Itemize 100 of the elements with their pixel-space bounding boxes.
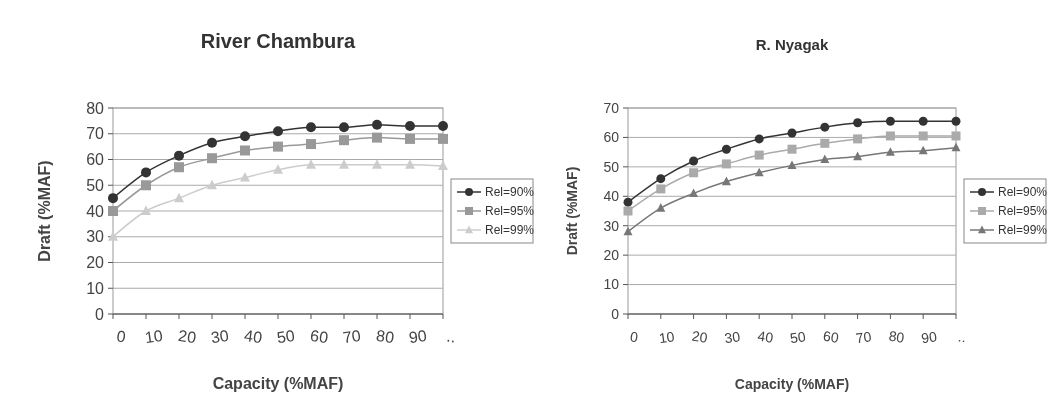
x-tick-label: 50 [789, 328, 807, 347]
x-tick-label: 90 [920, 328, 939, 347]
point [918, 116, 928, 126]
point [372, 119, 382, 130]
point [721, 159, 731, 169]
y-tick-label: 10 [86, 279, 105, 297]
x-tick-label: 20 [690, 327, 709, 346]
y-tick-label: 50 [603, 158, 620, 175]
y-tick-label: 70 [603, 99, 620, 116]
point [918, 131, 928, 141]
point [207, 179, 217, 190]
point [689, 156, 699, 166]
point [339, 122, 349, 133]
x-tick-label: 20 [177, 326, 198, 347]
y-tick-label: 70 [86, 125, 105, 143]
point [918, 145, 928, 155]
y-tick-label: 40 [603, 188, 620, 205]
point [207, 153, 217, 164]
point [207, 137, 217, 148]
y-tick-label: 50 [86, 176, 105, 194]
point [623, 197, 633, 207]
point [754, 150, 764, 160]
y-tick-label: 0 [611, 305, 620, 322]
point [820, 154, 830, 164]
x-tick-label: 10 [143, 326, 164, 347]
point [820, 138, 830, 148]
point [141, 205, 151, 215]
legend-label: Rel=95% [485, 204, 535, 219]
point [623, 206, 633, 216]
point [372, 132, 382, 143]
point [656, 203, 666, 212]
point [174, 192, 184, 203]
x-tick-label: 60 [309, 326, 330, 347]
x-tick-label: 90 [407, 326, 428, 347]
point [405, 133, 415, 144]
point [853, 151, 863, 161]
point [339, 135, 349, 146]
point [885, 116, 895, 126]
x-axis-title: Capacity (%MAF) [734, 376, 850, 392]
legend-label: Rel=99% [485, 223, 535, 238]
y-tick-label: 60 [603, 129, 620, 146]
y-tick-label: 60 [86, 151, 105, 169]
x-tick-label: 70 [854, 328, 873, 347]
y-tick-label: 30 [86, 228, 105, 246]
x-tick-label: 0 [115, 327, 127, 346]
point [656, 174, 666, 184]
chart-title: R. Nyagak [755, 36, 829, 53]
point [951, 131, 961, 141]
y-tick-label: 20 [603, 247, 620, 264]
point [689, 188, 699, 197]
point [108, 193, 118, 204]
point [240, 131, 250, 142]
point [820, 122, 830, 132]
point [754, 134, 764, 144]
point [885, 147, 895, 156]
x-tick-label: .. [957, 328, 968, 346]
legend-label: Rel=95% [998, 204, 1048, 219]
point [405, 159, 415, 169]
x-tick-label: 70 [341, 326, 362, 347]
y-tick-label: 10 [603, 276, 620, 293]
point [372, 159, 382, 169]
point [853, 134, 863, 144]
point [405, 121, 415, 132]
y-tick-label: 80 [86, 99, 105, 117]
point [306, 139, 316, 150]
point [240, 145, 250, 156]
point [108, 206, 118, 216]
y-tick-label: 0 [95, 305, 105, 323]
x-tick-label: 60 [822, 327, 840, 346]
point [273, 164, 283, 174]
point [438, 133, 448, 144]
point [754, 167, 764, 177]
point [689, 168, 699, 178]
point [853, 118, 863, 128]
point [273, 126, 283, 137]
point [141, 180, 151, 191]
point [174, 150, 184, 161]
x-tick-label: 50 [275, 326, 296, 347]
x-axis-title: Capacity (%MAF) [212, 375, 344, 392]
point [438, 121, 448, 132]
x-tick-label: 80 [887, 327, 906, 346]
point [623, 226, 633, 236]
legend-label: Rel=90% [998, 185, 1048, 200]
point [885, 131, 895, 141]
x-tick-label: 80 [375, 326, 396, 347]
y-tick-label: 40 [86, 202, 105, 220]
point [240, 172, 250, 182]
x-tick-label: 30 [209, 326, 230, 347]
point [174, 162, 184, 173]
x-tick-label: 40 [243, 326, 264, 347]
x-tick-label: .. [445, 327, 457, 346]
point [339, 159, 349, 169]
y-tick-label: 30 [603, 217, 620, 234]
point [721, 144, 731, 154]
point [787, 128, 797, 138]
point [141, 167, 151, 178]
point [951, 116, 961, 126]
point [721, 176, 731, 186]
y-tick-label: 20 [86, 254, 105, 272]
point [273, 141, 283, 152]
